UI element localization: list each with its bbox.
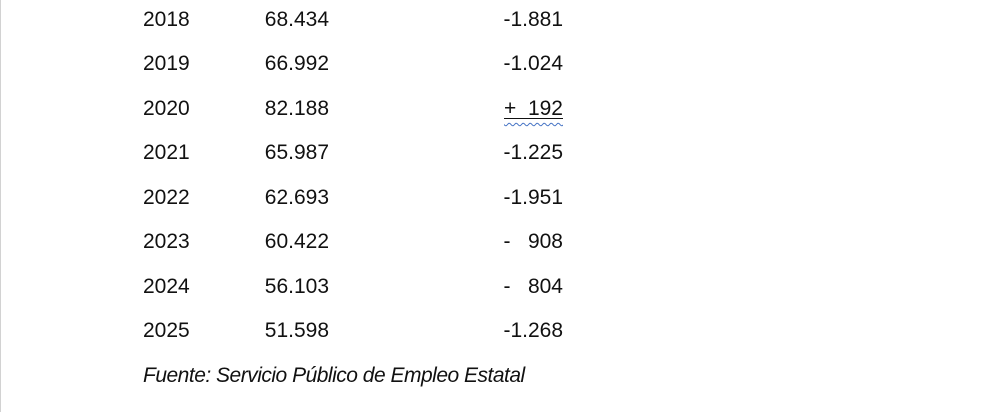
year-cell: 2024 (143, 274, 190, 298)
underlined-difference-text: + 192 (504, 96, 563, 120)
source-caption: Fuente: Servicio Público de Empleo Estat… (143, 363, 525, 387)
total-cell: 62.693 (264, 185, 329, 209)
table-row: 2022 62.693 -1.951 (1, 175, 992, 220)
difference-cell: - 804 (503, 274, 563, 298)
total-cell: 68.434 (264, 7, 329, 31)
difference-cell: + 192 (329, 98, 563, 119)
total-cell: 66.992 (264, 52, 329, 76)
year-cell: 2023 (143, 230, 190, 254)
year-cell: 2021 (143, 141, 190, 165)
total-cell: 65.987 (264, 141, 329, 165)
year-cell: 2022 (143, 185, 190, 209)
total-cell: 56.103 (264, 274, 329, 298)
difference-cell: -1.951 (503, 185, 563, 209)
year-cell: 2018 (143, 7, 190, 31)
total-cell: 51.598 (264, 319, 329, 343)
difference-cell: -1.225 (503, 141, 563, 165)
year-cell: 2025 (143, 319, 190, 343)
source-row: Fuente: Servicio Público de Empleo Estat… (1, 353, 992, 398)
table-row: 2023 60.422 - 908 (1, 220, 992, 265)
table-row: 2025 51.598 -1.268 (1, 309, 992, 354)
year-cell: 2020 (143, 96, 190, 120)
difference-cell: -1.024 (503, 52, 563, 76)
table-row: 2019 66.992 -1.024 (1, 42, 992, 87)
table-row: 2018 68.434 -1.881 (1, 0, 992, 42)
total-cell: 82.188 (264, 96, 329, 120)
grammar-check-underline: + 192 (504, 97, 563, 120)
table-row: 2024 56.103 - 804 (1, 264, 992, 309)
difference-cell: -1.268 (503, 319, 563, 343)
table-row: 2020 82.188 + 192 (1, 86, 992, 131)
year-table: 2018 68.434 -1.881 2019 66.992 -1.024 2020 82.1… (1, 0, 992, 353)
year-cell: 2019 (143, 52, 190, 76)
total-cell: 60.422 (264, 230, 329, 254)
difference-cell: -1.881 (503, 7, 563, 31)
difference-cell: - 908 (503, 230, 563, 254)
table-row: 2021 65.987 -1.225 (1, 131, 992, 176)
